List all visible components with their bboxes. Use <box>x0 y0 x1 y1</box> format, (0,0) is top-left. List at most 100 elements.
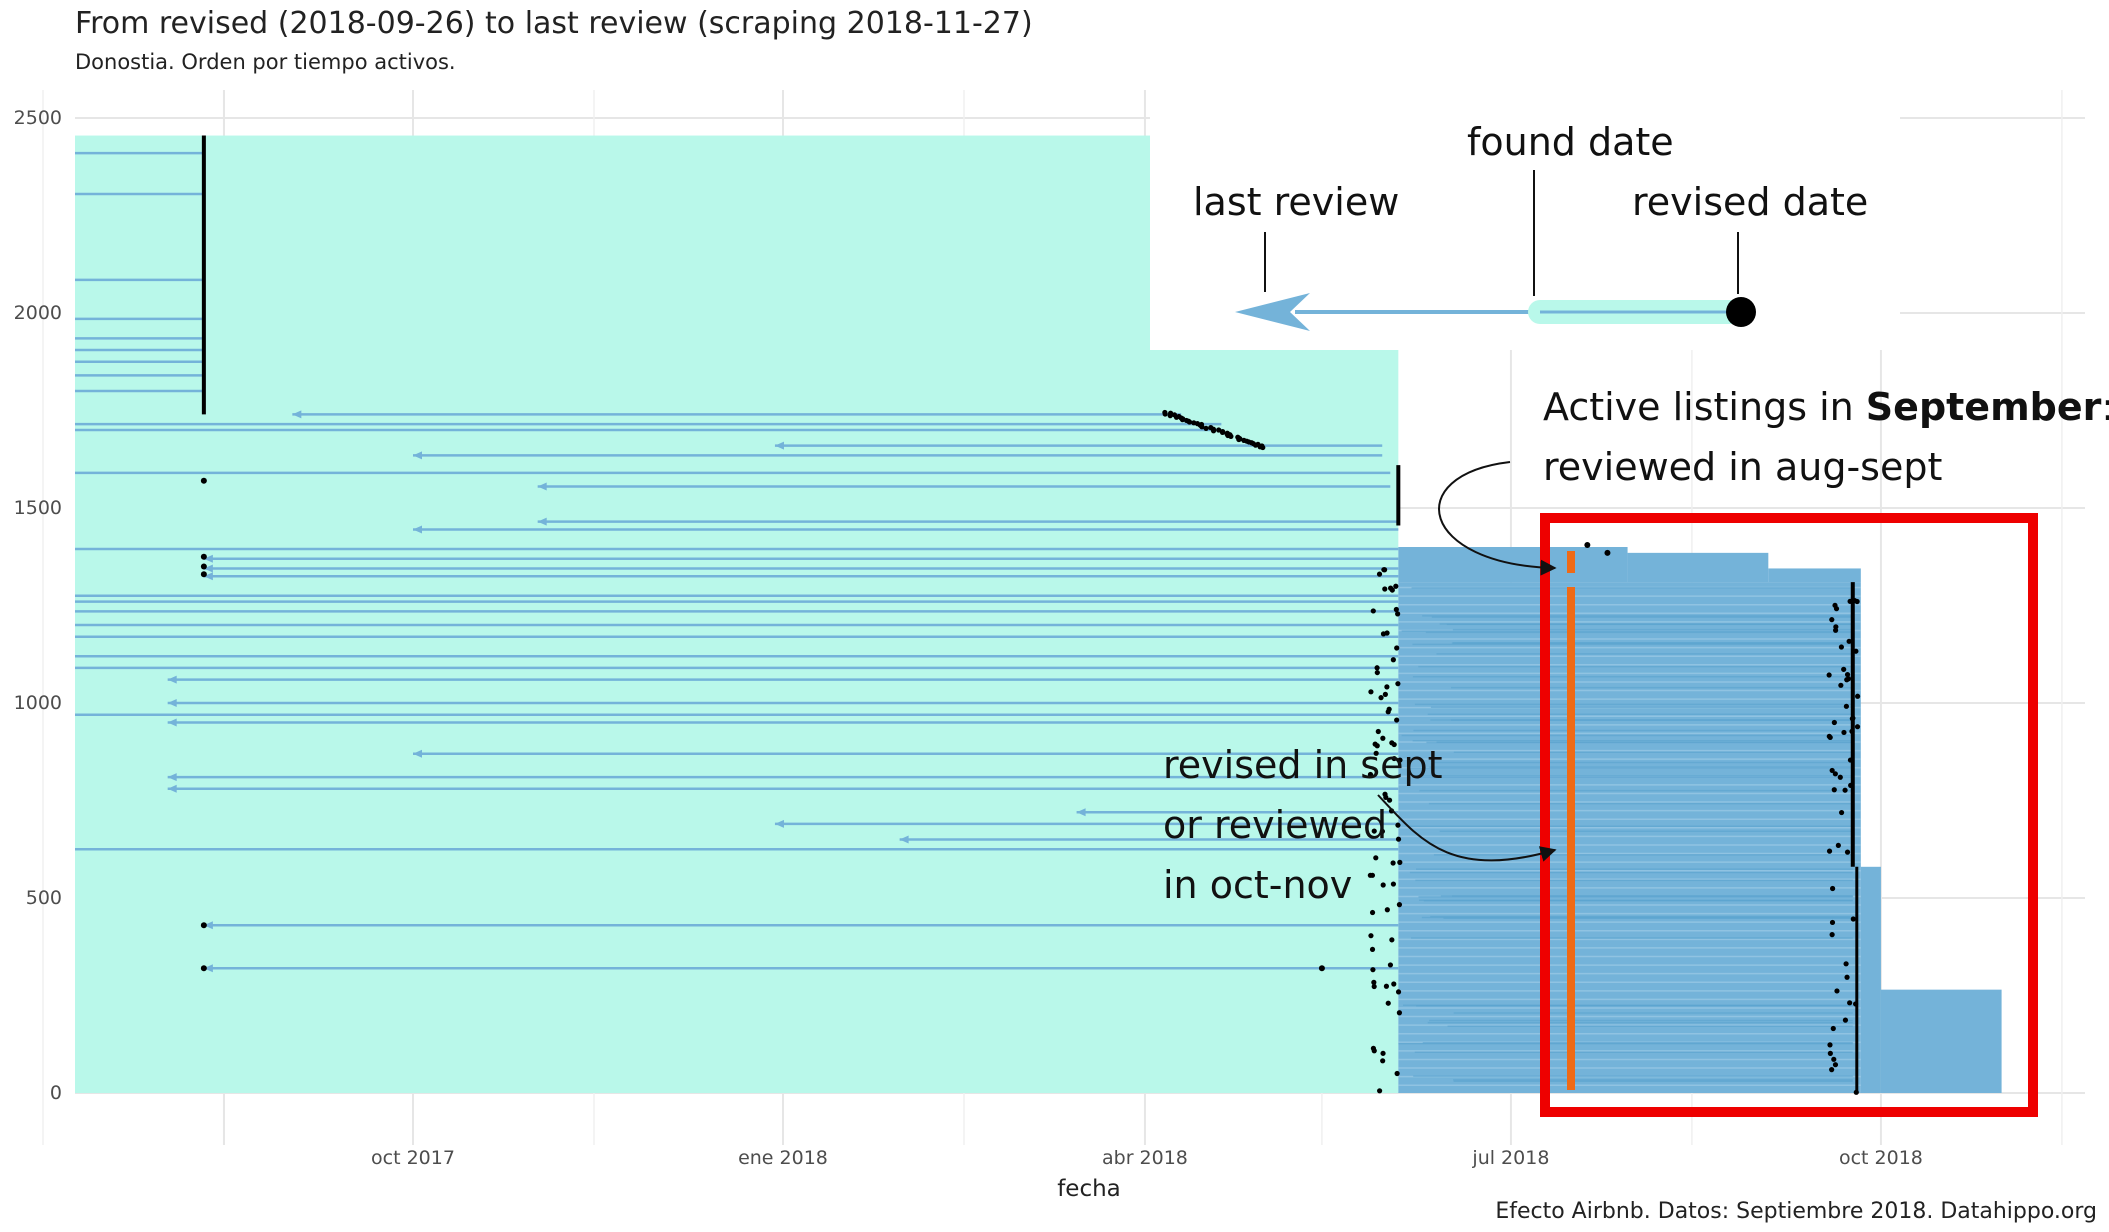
found-date-point <box>1842 787 1848 793</box>
found-date-point <box>1382 586 1388 592</box>
found-date-point <box>1228 433 1234 439</box>
found-date-point <box>1831 719 1837 726</box>
found-date-point <box>1838 644 1845 650</box>
found-date-point <box>1855 693 1861 699</box>
highlight-box <box>1540 513 2038 1117</box>
found-date-point <box>1833 624 1839 630</box>
found-date-point <box>1383 983 1390 989</box>
found-date-point <box>1370 608 1376 614</box>
found-date-point <box>1396 1010 1403 1016</box>
y-tick-label: 1500 <box>14 497 62 519</box>
review-arrow-head <box>899 835 909 844</box>
found-date-point <box>1318 965 1325 972</box>
found-date-point <box>1850 916 1856 922</box>
found-date-point <box>1219 429 1226 435</box>
found-date-point <box>1380 1058 1386 1064</box>
chart-subtitle: Donostia. Orden por tiempo activos. <box>75 50 456 74</box>
found-date-point <box>1384 684 1390 690</box>
x-axis-title: fecha <box>1057 1176 1121 1202</box>
review-arrow-head <box>413 525 422 534</box>
found-date-point <box>1835 842 1841 849</box>
review-arrow-head <box>167 675 177 684</box>
x-tick-label: abr 2018 <box>1102 1147 1188 1169</box>
found-date-point <box>1829 617 1835 623</box>
found-date-point <box>1842 1017 1849 1023</box>
found-date-point <box>1850 715 1856 721</box>
found-date-point <box>1829 1067 1835 1073</box>
review-arrow-head <box>774 819 784 828</box>
found-date-point <box>1382 791 1388 797</box>
found-date-point <box>1386 706 1392 712</box>
found-date-point <box>1395 822 1401 828</box>
review-arrow-head <box>203 572 213 581</box>
found-date-point <box>1852 1001 1859 1007</box>
legend-found-point <box>1726 297 1756 327</box>
found-date-point <box>1382 691 1388 697</box>
found-date-point <box>1203 425 1209 432</box>
found-date-point <box>1833 606 1840 612</box>
found-date-point <box>1826 672 1832 678</box>
found-date-point <box>1236 436 1242 443</box>
found-date-point <box>200 477 207 484</box>
found-date-point <box>1380 882 1386 888</box>
found-date-point <box>1829 932 1835 938</box>
found-date-point <box>1391 755 1397 762</box>
found-date-point <box>1367 771 1374 778</box>
found-date-point <box>1390 860 1396 866</box>
found-date-point <box>1210 428 1217 434</box>
found-date-point <box>1849 728 1855 734</box>
x-tick-label: ene 2018 <box>738 1147 828 1169</box>
found-date-point <box>200 965 207 972</box>
found-date-point <box>1376 571 1383 577</box>
y-tick-label: 1000 <box>14 692 62 714</box>
found-date-point <box>1394 1070 1400 1077</box>
found-date-point <box>1162 411 1168 417</box>
found-date-point <box>1395 836 1402 842</box>
found-date-point <box>1396 902 1403 908</box>
found-date-point <box>1853 1089 1859 1095</box>
found-date-point <box>1252 442 1259 448</box>
annotation-layer: Active listings in September: reviewed in… <box>1163 385 2109 1117</box>
chart-caption: Efecto Airbnb. Datos: Septiembre 2018. D… <box>1495 1199 2097 1224</box>
axis-layer: 0 500 1000 1500 2000 2500 oct 2017 ene 2018 abr … <box>14 107 1923 1202</box>
found-date-point <box>1369 909 1376 916</box>
found-date-point <box>1373 750 1379 756</box>
found-date-point <box>1838 682 1844 688</box>
found-date-point <box>1378 695 1384 701</box>
annotation-revised-line3: in oct-nov <box>1163 863 1352 907</box>
found-date-point <box>1854 724 1861 730</box>
found-date-point <box>1367 872 1373 878</box>
found-date-point <box>1380 735 1386 741</box>
legend-label-revised-date: revised date <box>1632 180 1868 224</box>
found-date-point <box>1827 1050 1833 1056</box>
found-date-point <box>1371 828 1377 834</box>
annotation-active-line2: reviewed in aug-sept <box>1543 445 1942 489</box>
found-date-point <box>1834 988 1840 994</box>
review-arrow-head <box>203 564 213 573</box>
y-tick-label: 2500 <box>14 107 62 129</box>
chart-title: From revised (2018-09-26) to last review… <box>75 6 1033 41</box>
found-date-point <box>1391 981 1397 987</box>
found-date-point <box>1374 669 1380 676</box>
found-date-point <box>1844 849 1851 855</box>
review-arrow-head <box>203 964 213 973</box>
found-date-point <box>1831 1056 1837 1062</box>
annotation-curve-revised <box>1377 794 1557 862</box>
found-date-point <box>200 922 207 929</box>
found-date-point <box>1841 729 1847 736</box>
found-date-point <box>1384 630 1390 636</box>
found-date-point <box>1395 681 1401 687</box>
x-tick-label: oct 2018 <box>1839 1147 1923 1169</box>
found-date-point <box>1584 542 1591 549</box>
found-date-point <box>1368 933 1374 939</box>
found-date-point <box>1375 728 1381 735</box>
found-date-point <box>1371 979 1377 985</box>
found-date-point <box>1386 797 1393 803</box>
review-arrow-head <box>167 773 177 782</box>
found-date-point <box>1385 1000 1391 1006</box>
found-date-point <box>1846 638 1852 644</box>
review-block <box>1627 552 1769 583</box>
annotation-curve-active <box>1438 461 1557 576</box>
found-date-point <box>1384 907 1390 913</box>
found-date-point <box>1394 717 1400 723</box>
